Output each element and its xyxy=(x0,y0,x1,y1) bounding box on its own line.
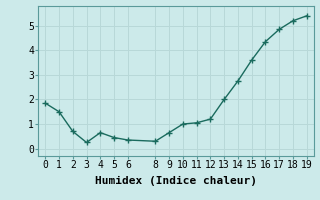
X-axis label: Humidex (Indice chaleur): Humidex (Indice chaleur) xyxy=(95,176,257,186)
